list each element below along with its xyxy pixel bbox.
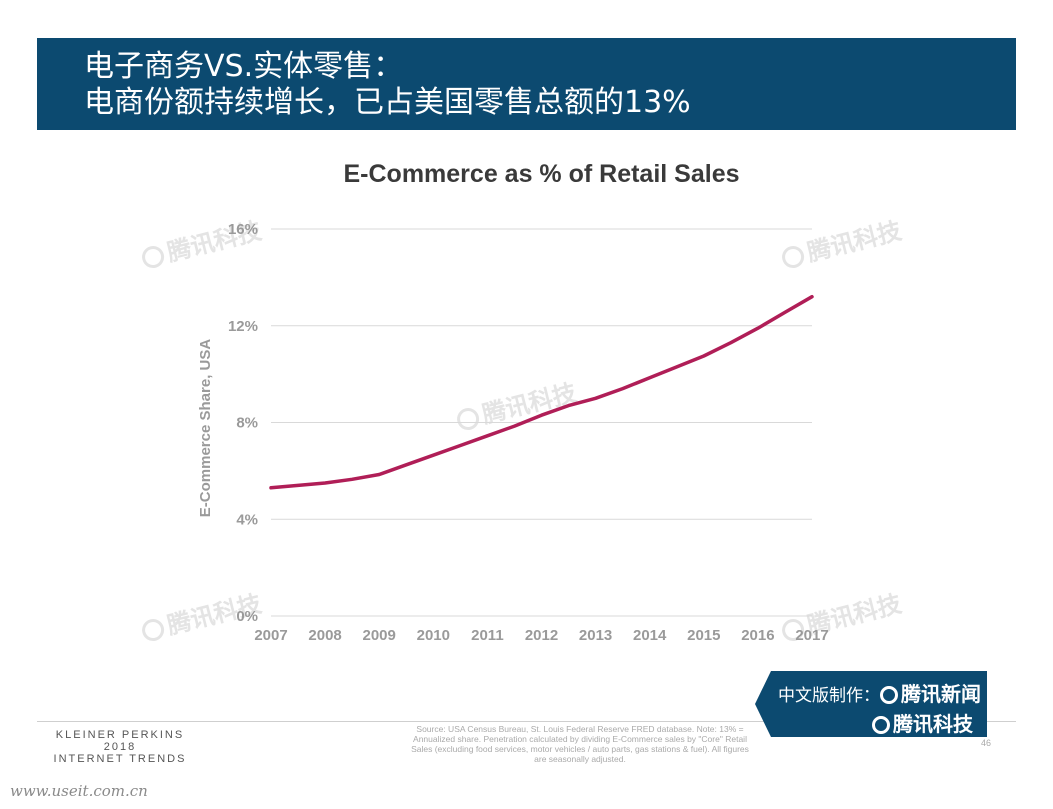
x-tick-label: 2016 [741,627,774,644]
chart-series [269,294,814,490]
x-tick-label: 2015 [687,627,720,644]
y-tick-label: 4% [236,511,258,528]
brand-report: INTERNET TRENDS [53,753,187,765]
x-tick-label: 2013 [579,627,612,644]
credit-line2: 腾讯科技 [872,708,973,737]
tencent-logo-icon [880,686,898,704]
x-axis-ticks: 2007 2008 2009 2010 2011 2012 2013 2014 2015 2016… [254,627,828,644]
y-axis-label: E-Commerce Share, USA [197,339,214,518]
slide-title-line1: 电子商务VS.实体零售： [84,49,404,84]
footer-divider [37,721,1016,722]
x-tick-label: 2017 [795,627,828,644]
y-tick-label: 0% [236,608,258,625]
credit-prefix: 中文版制作： [778,686,880,706]
tencent-logo-icon [872,716,890,734]
x-tick-label: 2009 [363,627,396,644]
credit-line1: 中文版制作： 腾讯新闻 [778,678,981,707]
x-tick-label: 2008 [308,627,341,644]
site-watermark: www.useit.com.cn [10,782,148,800]
source-note: Source: USA Census Bureau, St. Louis Fed… [411,724,749,764]
x-tick-label: 2007 [254,627,287,644]
credit-tech: 腾讯科技 [893,712,973,736]
slide-title-line2: 电商份额持续增长，已占美国零售总额的13% [84,85,691,120]
y-axis-ticks: 0% 4% 8% 12% 16% [228,221,258,625]
chart-grid [271,228,812,617]
chart-title: E-Commerce as % of Retail Sales [343,160,740,188]
brand-year: 2018 [103,741,137,753]
y-tick-label: 8% [236,415,258,432]
x-tick-label: 2011 [471,627,504,644]
credit-banner [755,671,987,737]
credit-news: 腾讯新闻 [901,682,981,706]
page-number: 46 [981,738,992,748]
footer-brand: KLEINER PERKINS 2018 INTERNET TRENDS [50,729,190,765]
y-tick-label: 12% [228,318,258,335]
x-tick-label: 2014 [633,627,667,644]
series-line [269,294,814,490]
header-bar [37,38,1016,130]
x-tick-label: 2010 [417,627,450,644]
brand-name: KLEINER PERKINS [55,729,185,741]
x-tick-label: 2012 [525,627,558,644]
y-tick-label: 16% [228,221,258,238]
